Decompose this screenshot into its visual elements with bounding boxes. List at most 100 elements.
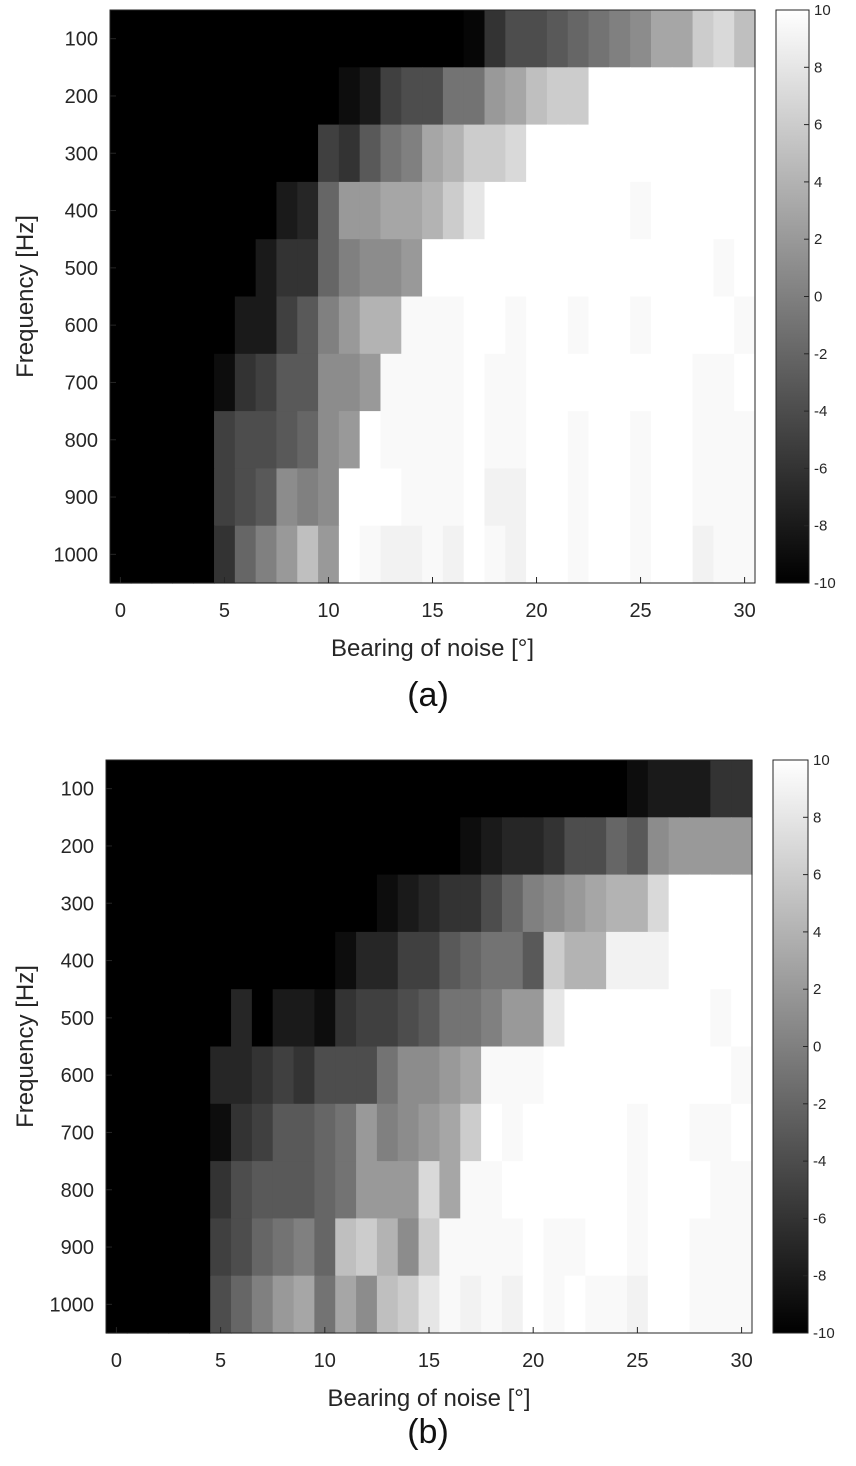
heatmap-cell — [293, 1103, 315, 1162]
heatmap-cell — [505, 124, 527, 183]
heatmap-cell — [168, 989, 190, 1048]
heatmap-cell — [522, 760, 545, 818]
heatmap-cell — [338, 525, 361, 584]
colorbar-tick-label: -4 — [813, 1153, 826, 1170]
heatmap-cell — [564, 989, 586, 1048]
heatmap-cell — [606, 1046, 628, 1105]
x-tick-label: 10 — [314, 1350, 336, 1372]
heatmap-cell — [151, 525, 174, 584]
heatmap-cell — [418, 1046, 441, 1105]
heatmap-cell — [564, 874, 586, 933]
heatmap-cell — [588, 353, 610, 412]
heatmap-cell — [526, 468, 548, 527]
heatmap-cell — [255, 468, 278, 527]
heatmap-cell — [501, 760, 524, 818]
heatmap-cell — [276, 525, 298, 584]
heatmap-cell — [338, 411, 361, 469]
heatmap-cell — [376, 874, 399, 933]
heatmap-cell — [293, 989, 315, 1048]
heatmap-cell — [172, 296, 194, 355]
y-tick-label: 200 — [61, 836, 94, 858]
heatmap-cell — [130, 239, 153, 298]
heatmap-cell — [710, 1161, 732, 1219]
heatmap-cell — [609, 296, 631, 355]
heatmap-cell — [731, 931, 753, 990]
heatmap-cell — [231, 760, 253, 818]
heatmap-cell — [210, 1275, 232, 1334]
heatmap-cell — [439, 874, 461, 933]
heatmap-cell — [546, 468, 569, 527]
heatmap-cell — [172, 353, 194, 412]
heatmap-cell — [276, 411, 298, 469]
x-tick-label: 15 — [418, 1350, 440, 1372]
heatmap-cell — [126, 1275, 149, 1334]
heatmap-cell — [734, 239, 756, 298]
heatmap-cell — [231, 1275, 253, 1334]
colorbar-tick-label: -4 — [814, 403, 827, 420]
heatmap-cell — [647, 989, 670, 1048]
heatmap-cell — [505, 296, 527, 355]
heatmap-cell — [481, 989, 503, 1048]
heatmap-cell — [293, 760, 315, 818]
heatmap-cell — [439, 1218, 461, 1277]
heatmap-cell — [251, 760, 274, 818]
heatmap-cell — [543, 1161, 566, 1219]
heatmap-cell — [460, 1046, 482, 1105]
heatmap-cell — [126, 874, 149, 933]
heatmap-cell — [710, 989, 732, 1048]
heatmap-cell — [439, 1275, 461, 1334]
heatmap-cell — [564, 760, 586, 818]
heatmap-cell — [567, 296, 590, 355]
heatmap-cell — [193, 124, 215, 183]
heatmap-cell — [338, 468, 361, 527]
heatmap-cell — [501, 931, 524, 990]
heatmap-cell — [106, 1103, 128, 1162]
heatmap-cell — [585, 1275, 607, 1334]
heatmap-cell — [359, 468, 382, 527]
heatmap-cell — [422, 353, 444, 412]
heatmap-cell — [526, 525, 548, 584]
heatmap-cell — [585, 1161, 607, 1219]
heatmap-cell — [130, 468, 153, 527]
heatmap-cell — [255, 181, 278, 240]
heatmap-cell — [251, 1161, 274, 1219]
heatmap-cell — [505, 181, 527, 240]
heatmap-cell — [463, 353, 486, 412]
heatmap-cell — [314, 1161, 336, 1219]
heatmap-cell — [401, 67, 423, 126]
heatmap-cell — [356, 989, 378, 1048]
heatmap-cell — [214, 353, 236, 412]
heatmap-cell — [314, 874, 336, 933]
y-tick-label: 700 — [61, 1122, 94, 1144]
heatmap-cell — [106, 931, 128, 990]
heatmap-cell — [671, 353, 694, 412]
heatmap-cell — [318, 468, 340, 527]
heatmap-cell — [585, 817, 607, 876]
heatmap-cell — [692, 124, 714, 183]
x-tick-label: 30 — [733, 600, 755, 622]
heatmap-cell — [588, 181, 610, 240]
heatmap-cell — [442, 10, 465, 68]
heatmap-cell — [397, 817, 420, 876]
heatmap-cell — [335, 817, 357, 876]
heatmap-cell — [210, 1103, 232, 1162]
heatmap-cell — [130, 124, 153, 183]
x-tick-label: 5 — [219, 600, 230, 622]
heatmap-cell — [546, 67, 569, 126]
heatmap-cell — [147, 1046, 170, 1105]
heatmap-cell — [522, 1218, 545, 1277]
heatmap-cell — [713, 124, 735, 183]
heatmap-cell — [609, 353, 631, 412]
heatmap-cell — [543, 874, 566, 933]
heatmap-cell — [359, 10, 382, 68]
heatmap-cell — [439, 1046, 461, 1105]
colorbar-tick-label: -8 — [814, 518, 827, 535]
heatmap-cell — [314, 989, 336, 1048]
heatmap-cell — [422, 296, 444, 355]
heatmap-cell — [442, 411, 465, 469]
heatmap-cell — [193, 411, 215, 469]
heatmap-cell — [130, 10, 153, 68]
heatmap-cell — [376, 1103, 399, 1162]
heatmap-cell — [214, 296, 236, 355]
heatmap-cell — [397, 1161, 420, 1219]
